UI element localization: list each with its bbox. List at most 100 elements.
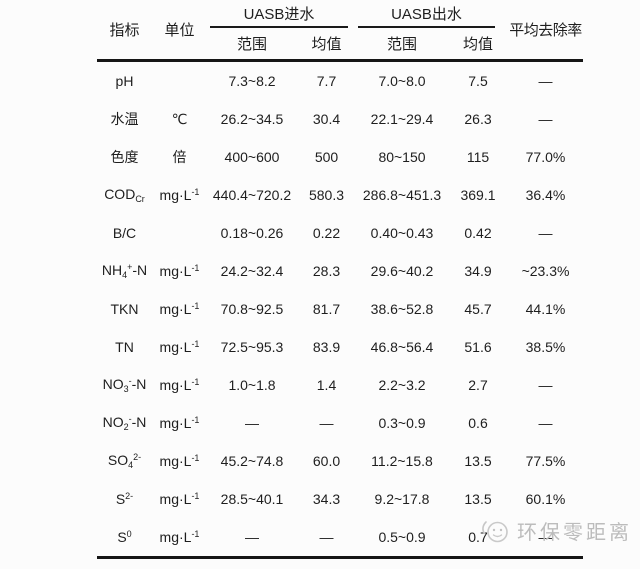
cell-in-mean: 500 — [314, 149, 339, 165]
table-row: SO42- mg·L-1 45.2~74.8 60.0 11.2~15.8 13.5 77.… — [97, 442, 583, 480]
uasb-performance-table: 指标 单位 UASB进水 UASB出水 范围 均值 范围 均值 平均去除率 pH… — [97, 0, 583, 559]
table-row: 色度 倍 400~600 500 80~150 115 77.0% — [97, 138, 583, 176]
cell-in-range: — — [245, 529, 259, 545]
col-header-influent-range: 范围 — [236, 36, 267, 53]
cell-removal: 36.4% — [525, 187, 566, 203]
cell-removal: 77.5% — [525, 453, 566, 469]
col-group-uasb-influent: UASB进水 — [210, 0, 348, 28]
cell-out-range: 22.1~29.4 — [370, 111, 434, 127]
col-header-influent-mean: 均值 — [311, 36, 342, 53]
table-row: NO2--N mg·L-1 — — 0.3~0.9 0.6 — — [97, 404, 583, 442]
cell-in-mean: 34.3 — [312, 491, 341, 507]
cell-out-range: 29.6~40.2 — [370, 263, 434, 279]
cell-unit: mg·L-1 — [159, 453, 200, 469]
cell-unit: mg·L-1 — [159, 187, 200, 203]
cell-removal: 44.1% — [525, 301, 566, 317]
cell-removal: — — [538, 225, 553, 241]
cell-removal: — — [538, 73, 553, 89]
cell-name: 色度 — [110, 149, 139, 165]
cell-in-range: 24.2~32.4 — [220, 263, 284, 279]
cell-out-range: 0.5~0.9 — [378, 529, 426, 545]
cell-in-range: 45.2~74.8 — [220, 453, 284, 469]
cell-out-mean: 45.7 — [464, 301, 492, 317]
cell-unit: mg·L-1 — [159, 415, 200, 431]
cell-removal: — — [538, 415, 553, 431]
cell-out-range: 7.0~8.0 — [378, 73, 426, 89]
cell-in-range: — — [245, 415, 259, 431]
table-row: TKN mg·L-1 70.8~92.5 81.7 38.6~52.8 45.7 44.1% — [97, 290, 583, 328]
cell-in-range: 26.2~34.5 — [220, 111, 284, 127]
cell-unit: mg·L-1 — [159, 263, 200, 279]
table-row: S0 mg·L-1 — — 0.5~0.9 0.7 — — [97, 518, 583, 556]
cell-in-mean: 81.7 — [312, 301, 341, 317]
cell-unit: mg·L-1 — [159, 529, 200, 545]
cell-removal: — — [538, 111, 553, 127]
table-row: TN mg·L-1 72.5~95.3 83.9 46.8~56.4 51.6 38.5% — [97, 328, 583, 366]
cell-name: pH — [115, 73, 134, 89]
cell-out-range: 0.40~0.43 — [370, 225, 434, 241]
table-row: NH4+-N mg·L-1 24.2~32.4 28.3 29.6~40.2 34.9 ~2… — [97, 252, 583, 290]
cell-out-mean: 26.3 — [464, 111, 492, 127]
cell-out-mean: 0.7 — [468, 529, 488, 545]
cell-out-range: 46.8~56.4 — [370, 339, 434, 355]
cell-name: CODCr — [104, 186, 145, 204]
cell-name: NO2--N — [102, 414, 147, 432]
table-row: pH 7.3~8.2 7.7 7.0~8.0 7.5 — — [97, 62, 583, 100]
cell-out-range: 80~150 — [378, 149, 426, 165]
cell-name: TN — [115, 339, 134, 355]
cell-removal: — — [538, 377, 553, 393]
cell-in-mean: 580.3 — [308, 187, 345, 203]
cell-in-range: 1.0~1.8 — [228, 377, 276, 393]
col-header-unit: 单位 — [164, 22, 195, 39]
cell-in-mean: 0.22 — [312, 225, 341, 241]
cell-in-range: 28.5~40.1 — [220, 491, 284, 507]
cell-name: 水温 — [110, 111, 139, 127]
cell-in-mean: 28.3 — [312, 263, 341, 279]
cell-out-range: 9.2~17.8 — [374, 491, 430, 507]
cell-in-mean: — — [319, 529, 334, 545]
cell-unit: mg·L-1 — [159, 377, 200, 393]
table-header: 指标 单位 UASB进水 UASB出水 范围 均值 范围 均值 平均去除率 — [97, 0, 583, 62]
cell-removal: — — [538, 529, 553, 545]
cell-in-mean: 60.0 — [312, 453, 341, 469]
cell-out-range: 0.3~0.9 — [378, 415, 426, 431]
col-group-uasb-effluent: UASB出水 — [358, 0, 495, 28]
cell-in-mean: 7.7 — [316, 73, 337, 89]
table-row: B/C 0.18~0.26 0.22 0.40~0.43 0.42 — — [97, 214, 583, 252]
cell-out-mean: 7.5 — [468, 73, 488, 89]
cell-unit: ℃ — [171, 110, 188, 127]
cell-out-mean: 115 — [466, 149, 490, 165]
cell-in-mean: 30.4 — [312, 111, 341, 127]
col-header-indicator: 指标 — [109, 22, 140, 39]
cell-out-mean: 51.6 — [464, 339, 492, 355]
table-row: 水温 ℃ 26.2~34.5 30.4 22.1~29.4 26.3 — — [97, 100, 583, 138]
cell-name: NH4+-N — [101, 262, 148, 280]
cell-in-range: 440.4~720.2 — [212, 187, 292, 203]
cell-unit: mg·L-1 — [159, 339, 200, 355]
cell-out-mean: 2.7 — [468, 377, 488, 393]
cell-removal: 60.1% — [525, 491, 566, 507]
col-header-removal: 平均去除率 — [509, 22, 582, 39]
cell-out-mean: 369.1 — [460, 187, 496, 203]
table-row: S2- mg·L-1 28.5~40.1 34.3 9.2~17.8 13.5 60.1% — [97, 480, 583, 518]
cell-out-range: 11.2~15.8 — [371, 453, 433, 469]
cell-name: NO3--N — [102, 376, 147, 394]
cell-in-mean: — — [319, 415, 334, 431]
cell-out-mean: 34.9 — [464, 263, 492, 279]
cell-name: S2- — [115, 491, 134, 507]
cell-removal: ~23.3% — [521, 263, 570, 279]
table-body: pH 7.3~8.2 7.7 7.0~8.0 7.5 — 水温 ℃ 26.2~34.5 30.4 2… — [97, 62, 583, 559]
cell-out-range: 38.6~52.8 — [370, 301, 434, 317]
cell-unit: 倍 — [172, 149, 187, 165]
cell-in-range: 0.18~0.26 — [220, 225, 284, 241]
cell-in-range: 72.5~95.3 — [220, 339, 284, 355]
cell-out-mean: 0.42 — [464, 225, 492, 241]
cell-out-mean: 0.6 — [468, 415, 488, 431]
cell-out-mean: 13.5 — [464, 491, 492, 507]
col-header-effluent-range: 范围 — [386, 36, 417, 53]
cell-in-range: 400~600 — [224, 149, 280, 165]
cell-out-range: 2.2~3.2 — [378, 377, 426, 393]
cell-removal: 38.5% — [525, 339, 566, 355]
cell-removal: 77.0% — [525, 149, 566, 165]
